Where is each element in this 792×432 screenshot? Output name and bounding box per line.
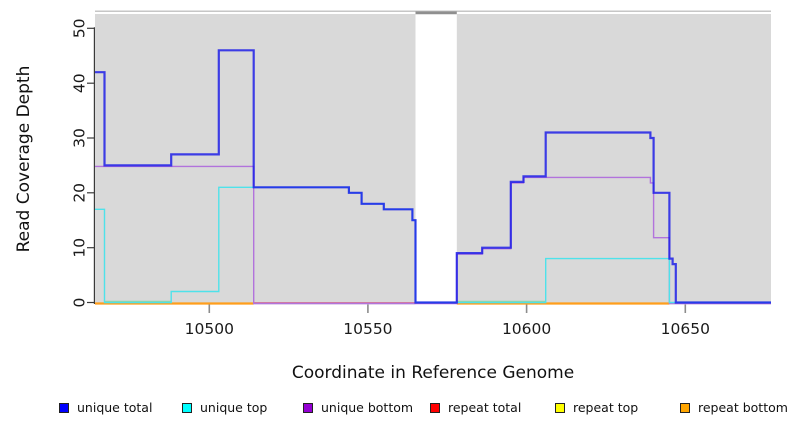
legend-swatch <box>680 402 690 413</box>
x-axis-title: Coordinate in Reference Genome <box>291 363 575 383</box>
y-tick-label: 30 <box>70 128 88 148</box>
legend-item-unique-total: unique total <box>59 400 152 415</box>
panel-background-left <box>95 14 416 305</box>
y-tick-label: 40 <box>70 73 88 93</box>
legend-swatch <box>59 402 69 413</box>
legend-item-unique-bottom: unique bottom <box>303 400 413 415</box>
x-tick-label: 10550 <box>343 320 392 338</box>
legend-label: repeat top <box>573 400 639 415</box>
x-tick-label: 10650 <box>661 320 710 338</box>
y-tick-label: 20 <box>70 183 88 203</box>
panel-background-right <box>456 14 771 305</box>
legend-item-repeat-top: repeat top <box>555 400 638 415</box>
x-tick-label: 10600 <box>502 320 551 338</box>
legend-label: repeat total <box>448 400 522 415</box>
unique-total-line <box>95 49 771 304</box>
legend-swatch <box>555 402 565 413</box>
legend-label: repeat bottom <box>698 400 788 415</box>
legend-swatch <box>303 402 313 413</box>
legend-label: unique total <box>77 400 153 415</box>
legend-item-unique-top: unique top <box>182 400 267 415</box>
coverage-step-chart: 0 10 20 30 40 50 10500 10550 10600 10650 <box>70 10 771 338</box>
legend-item-repeat-total: repeat total <box>430 400 521 415</box>
x-tick-label: 10500 <box>185 320 234 338</box>
legend-swatch <box>182 402 192 413</box>
legend-label: unique top <box>200 400 268 415</box>
legend-label: unique bottom <box>321 400 414 415</box>
y-tick-label: 10 <box>70 238 88 258</box>
legend-item-repeat-bottom: repeat bottom <box>680 400 788 415</box>
y-tick-label: 0 <box>70 298 88 308</box>
legend-swatch <box>430 402 440 413</box>
chart-legend: unique total unique top unique bottom repea… <box>0 400 792 420</box>
y-axis-title: Read Coverage Depth <box>14 65 34 253</box>
y-tick-label: 50 <box>70 18 88 38</box>
